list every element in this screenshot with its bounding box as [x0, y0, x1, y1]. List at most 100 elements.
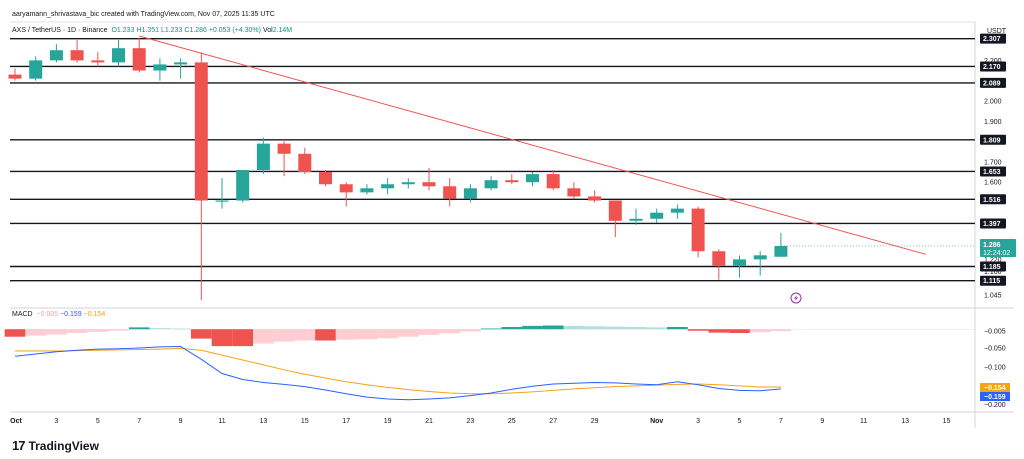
macd-hist-axis-box	[980, 326, 1010, 337]
candle-body	[298, 153, 312, 173]
open-value: O1.233	[111, 27, 135, 34]
macd-histogram-bar	[729, 329, 750, 333]
candle	[298, 147, 312, 175]
price-tick-label: 1.900	[984, 119, 1002, 126]
level-label-box	[980, 134, 1006, 145]
level-label-box	[980, 275, 1006, 286]
candle	[256, 137, 270, 175]
time-tick-label: 19	[384, 418, 392, 425]
candle-body	[194, 62, 208, 201]
time-tick-label: 7	[779, 418, 783, 425]
time-tick-label: 25	[508, 418, 516, 425]
bar-countdown-label: 12:24:02	[983, 250, 1010, 257]
time-tick-label: 17	[342, 418, 350, 425]
candle	[650, 208, 664, 223]
time-tick-label: 21	[425, 418, 433, 425]
macd-histogram-bar	[563, 325, 585, 330]
candle	[194, 52, 208, 300]
candle	[526, 172, 539, 187]
level-label-box	[980, 33, 1006, 44]
signal-value-label: −0.154	[984, 385, 1006, 392]
macd-histogram-bar	[66, 329, 88, 333]
candle	[546, 170, 560, 191]
signal-value-box	[980, 383, 1010, 392]
level-label-box	[980, 77, 1006, 88]
level-label: 2.307	[983, 36, 1001, 43]
candle	[91, 52, 105, 67]
last-price-label: 1.286	[983, 242, 1001, 249]
candle	[401, 178, 415, 189]
time-tick-label: 5	[738, 418, 742, 425]
candle	[712, 249, 726, 280]
time-tick-label: 9	[820, 418, 824, 425]
macd-histogram-bar	[149, 328, 171, 330]
candle-body	[236, 170, 250, 201]
macd-tick-label: −0.050	[984, 346, 1006, 353]
candle-body	[629, 218, 643, 221]
macd-tick-label: −0.100	[984, 364, 1006, 371]
candle-body	[608, 200, 622, 221]
volume-label: Vol	[262, 27, 273, 34]
candle-body	[153, 64, 167, 71]
macd-line-value: −0.159	[60, 311, 82, 318]
price-tick-label: 1.160	[984, 269, 1002, 276]
candle-body	[670, 208, 684, 213]
macd-histogram-bar	[356, 329, 378, 340]
brand-name: TradingView	[28, 438, 99, 453]
candle-body	[29, 60, 43, 79]
macd-histogram-bar	[418, 329, 440, 335]
candle-body	[712, 251, 726, 266]
tradingview-logo-icon: 17	[12, 438, 26, 453]
last-price-box	[980, 238, 1016, 257]
candle-body	[588, 196, 602, 201]
brand[interactable]: 17 TradingView	[12, 438, 99, 453]
candle-body	[526, 174, 539, 183]
candle-body	[277, 143, 291, 154]
currency-label[interactable]: USDT	[987, 28, 1007, 35]
time-tick-label: 27	[549, 418, 557, 425]
candle-body	[422, 182, 436, 187]
macd-histogram-bar	[749, 329, 771, 333]
candle-body	[319, 172, 332, 185]
macd-histogram-bar	[460, 329, 481, 332]
time-tick-label: 3	[54, 418, 58, 425]
candle	[608, 200, 622, 238]
time-tick-label: 29	[591, 418, 599, 425]
price-tick-label: 1.700	[984, 159, 1002, 166]
macd-value-box	[980, 392, 1010, 401]
macd-value-label: −0.159	[984, 394, 1006, 401]
candle	[236, 170, 250, 203]
candle	[153, 58, 167, 81]
level-label-box	[980, 261, 1006, 272]
candle-body	[753, 255, 767, 260]
time-tick-label: 5	[96, 418, 100, 425]
candle-body	[132, 48, 146, 71]
candle-body	[360, 188, 374, 193]
macd-tick-label: −0.200	[984, 402, 1006, 409]
candle-body	[381, 184, 395, 189]
price-tick-label: 1.045	[984, 292, 1002, 299]
candle-body	[443, 186, 457, 199]
macd-histogram-bar	[4, 329, 26, 337]
macd-histogram-bar	[377, 329, 398, 339]
candle-body	[215, 200, 229, 202]
candle	[774, 232, 788, 257]
macd-histogram-bar	[315, 329, 336, 341]
candle	[49, 44, 63, 63]
candle-body	[174, 62, 188, 65]
candle	[567, 182, 581, 199]
time-tick-label: 13	[901, 418, 909, 425]
candle-body	[401, 182, 415, 185]
level-label-box	[980, 61, 1006, 72]
time-tick-label: 23	[467, 418, 475, 425]
candle	[277, 139, 291, 177]
candle-body	[650, 212, 664, 219]
level-label-box	[980, 194, 1006, 205]
macd-histogram-bar	[770, 329, 792, 332]
candle-body	[256, 143, 270, 171]
macd-label[interactable]: MACD	[12, 311, 33, 318]
macd-histogram-bar	[584, 326, 605, 330]
symbol-label[interactable]: AXS / TetherUS · 1D · Binance	[12, 27, 108, 34]
time-tick-label: Nov	[650, 418, 663, 425]
